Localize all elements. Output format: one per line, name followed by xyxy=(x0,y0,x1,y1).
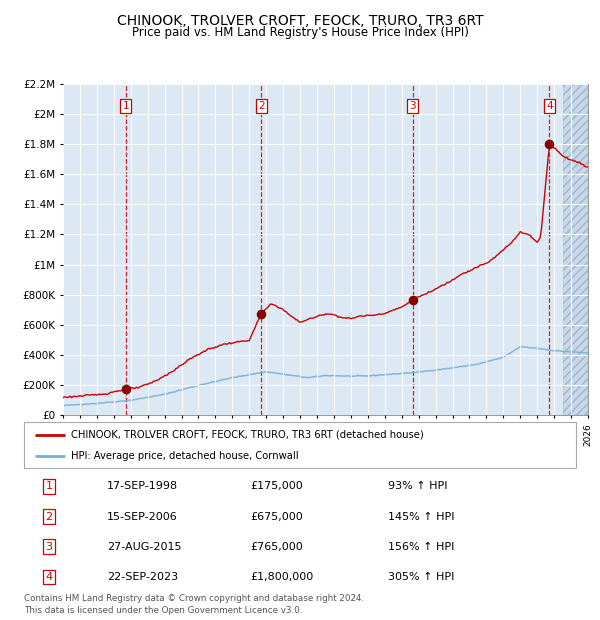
Text: 2: 2 xyxy=(45,512,52,521)
Text: Price paid vs. HM Land Registry's House Price Index (HPI): Price paid vs. HM Land Registry's House … xyxy=(131,26,469,39)
Text: £675,000: £675,000 xyxy=(250,512,303,521)
Text: 2: 2 xyxy=(258,101,265,112)
Text: 3: 3 xyxy=(46,542,52,552)
Text: 305% ↑ HPI: 305% ↑ HPI xyxy=(388,572,455,582)
Text: 4: 4 xyxy=(45,572,52,582)
FancyBboxPatch shape xyxy=(24,422,576,468)
Text: 22-SEP-2023: 22-SEP-2023 xyxy=(107,572,178,582)
Text: 15-SEP-2006: 15-SEP-2006 xyxy=(107,512,178,521)
Text: 1: 1 xyxy=(122,101,129,112)
Text: 145% ↑ HPI: 145% ↑ HPI xyxy=(388,512,455,521)
Text: £1,800,000: £1,800,000 xyxy=(250,572,314,582)
Text: 156% ↑ HPI: 156% ↑ HPI xyxy=(388,542,455,552)
Bar xyxy=(63,84,563,415)
Point xyxy=(121,384,131,394)
Point xyxy=(545,139,554,149)
Text: CHINOOK, TROLVER CROFT, FEOCK, TRURO, TR3 6RT (detached house): CHINOOK, TROLVER CROFT, FEOCK, TRURO, TR… xyxy=(71,430,424,440)
Text: £175,000: £175,000 xyxy=(250,481,303,491)
Text: 4: 4 xyxy=(546,101,553,112)
Point xyxy=(408,295,418,305)
Text: CHINOOK, TROLVER CROFT, FEOCK, TRURO, TR3 6RT: CHINOOK, TROLVER CROFT, FEOCK, TRURO, TR… xyxy=(116,14,484,28)
Text: 17-SEP-1998: 17-SEP-1998 xyxy=(107,481,178,491)
Point xyxy=(257,309,266,319)
Text: 27-AUG-2015: 27-AUG-2015 xyxy=(107,542,181,552)
Text: 93% ↑ HPI: 93% ↑ HPI xyxy=(388,481,448,491)
Text: 1: 1 xyxy=(46,481,52,491)
Text: HPI: Average price, detached house, Cornwall: HPI: Average price, detached house, Corn… xyxy=(71,451,299,461)
Text: Contains HM Land Registry data © Crown copyright and database right 2024.
This d: Contains HM Land Registry data © Crown c… xyxy=(24,594,364,615)
Text: £765,000: £765,000 xyxy=(250,542,303,552)
Bar xyxy=(563,84,588,415)
Text: 3: 3 xyxy=(409,101,416,112)
